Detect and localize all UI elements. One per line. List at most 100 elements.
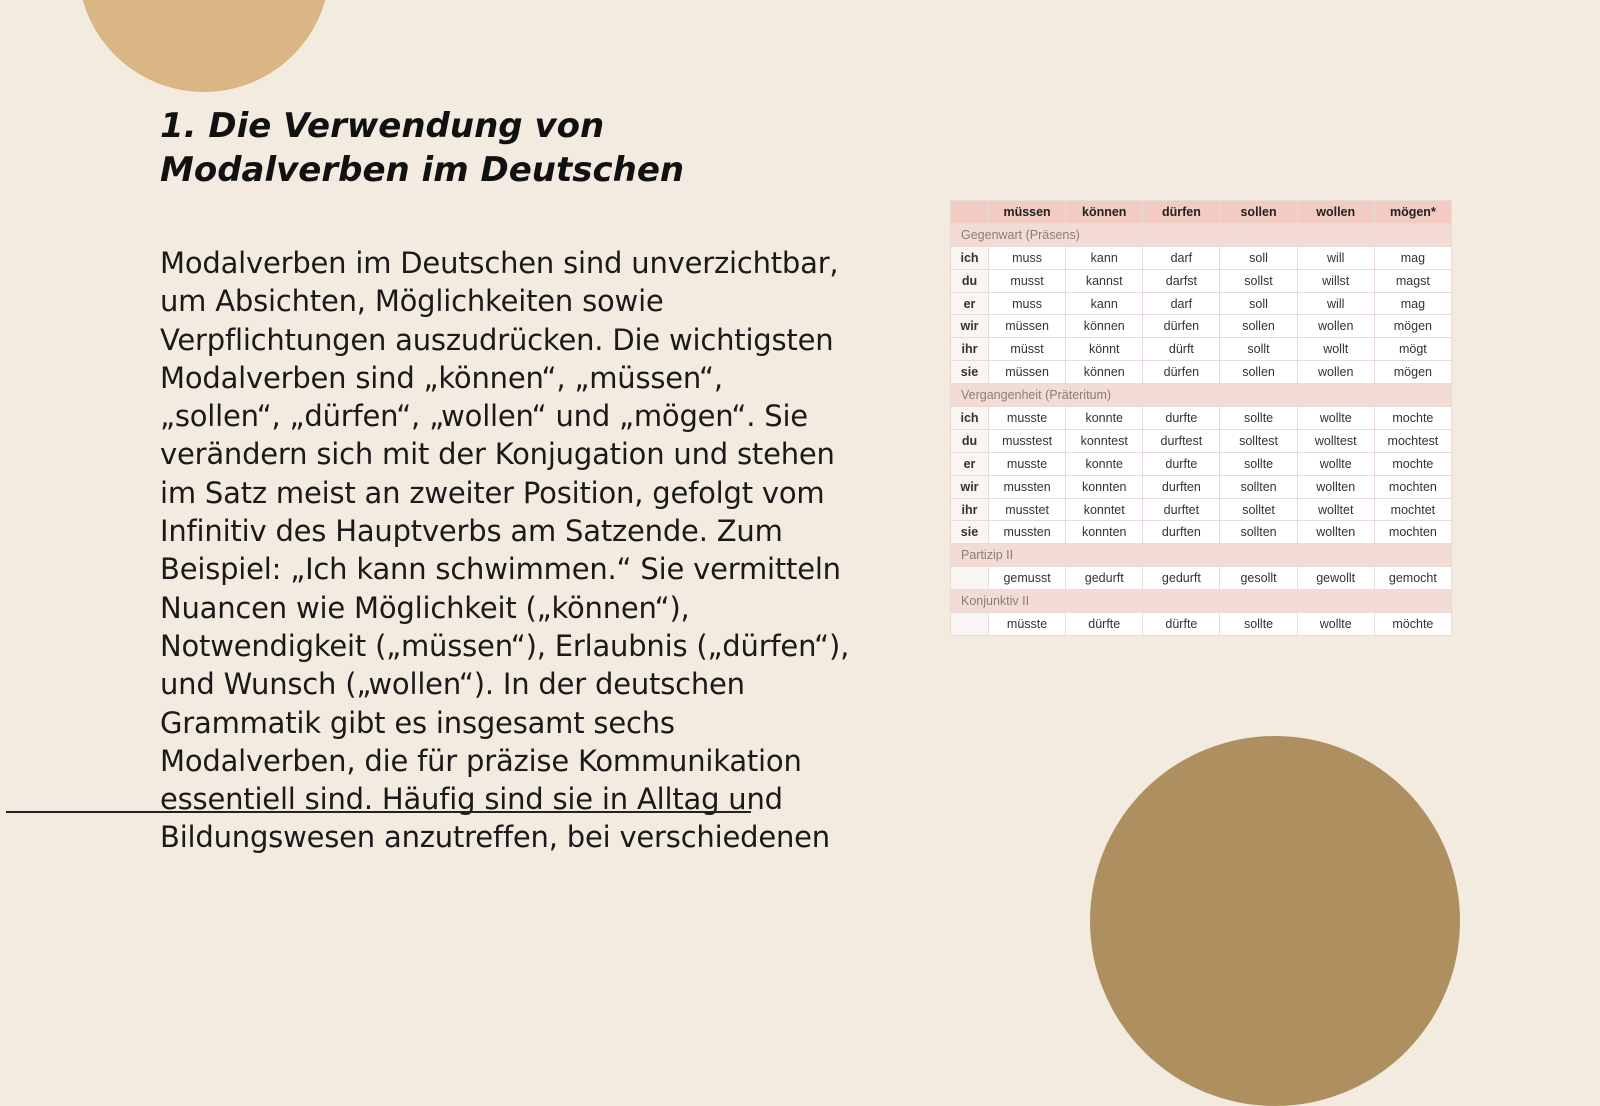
table-cell: gesollt bbox=[1219, 566, 1298, 591]
table-cell: können bbox=[1065, 360, 1144, 385]
table-cell: konntest bbox=[1065, 428, 1144, 453]
table-row: du musstest konntest durftest solltest wollte… bbox=[950, 428, 1453, 453]
table-pronoun-cell: ihr bbox=[950, 497, 989, 522]
table-cell: dürfte bbox=[1142, 612, 1221, 636]
table-pronoun-cell: ich bbox=[950, 245, 989, 270]
table-cell: mochte bbox=[1373, 451, 1453, 476]
table-header-cell bbox=[950, 200, 989, 224]
table-cell: musstet bbox=[987, 497, 1067, 522]
table-cell: wolltet bbox=[1296, 497, 1375, 522]
table-cell: müssen bbox=[987, 314, 1067, 339]
table-pronoun-cell bbox=[950, 566, 989, 591]
table-row: wir mussten konnten durften sollten wollten mo… bbox=[950, 474, 1453, 499]
table-row: du musst kannst darfst sollst willst magst bbox=[950, 268, 1453, 293]
table-cell: mochtet bbox=[1373, 497, 1453, 522]
table-cell: mochten bbox=[1373, 520, 1453, 545]
table-row: ihr musstet konntet durftet solltet wolltet mo… bbox=[950, 497, 1453, 522]
table-cell: möchte bbox=[1373, 612, 1453, 636]
table-cell: sollen bbox=[1219, 360, 1298, 385]
table-cell: wollen bbox=[1296, 314, 1375, 339]
table-cell: müssen bbox=[987, 360, 1067, 385]
table-cell: durften bbox=[1142, 520, 1221, 545]
table-pronoun-cell: wir bbox=[950, 314, 989, 339]
table-header-cell: müssen bbox=[987, 200, 1067, 224]
table-pronoun-cell: sie bbox=[950, 360, 989, 385]
table-pronoun-cell: du bbox=[950, 428, 989, 453]
table-cell: müsste bbox=[987, 612, 1067, 636]
table-cell: gemusst bbox=[987, 566, 1067, 591]
table-cell: muss bbox=[987, 291, 1067, 316]
table-cell: könnt bbox=[1065, 337, 1144, 362]
table-section-row: Partizip II bbox=[950, 543, 1452, 568]
table-header-cell: dürfen bbox=[1142, 200, 1221, 224]
table-cell: sollten bbox=[1219, 474, 1298, 499]
table-cell: mochtest bbox=[1373, 428, 1453, 453]
slide-body-text: Modalverben im Deutschen sind unverzicht… bbox=[160, 246, 850, 855]
table-cell: wollte bbox=[1296, 451, 1375, 476]
decorative-circle-top bbox=[78, 0, 330, 92]
table-cell: sollte bbox=[1219, 451, 1298, 476]
table-row: wir müssen können dürfen sollen wollen mögen bbox=[950, 314, 1453, 339]
table-row: sie mussten konnten durften sollten wollten mo… bbox=[950, 520, 1453, 545]
table-cell: sollt bbox=[1219, 337, 1298, 362]
decorative-circle-bottom bbox=[1090, 736, 1460, 1106]
table-cell: wollen bbox=[1296, 360, 1375, 385]
table-cell: konntet bbox=[1065, 497, 1144, 522]
table-cell: mögt bbox=[1373, 337, 1453, 362]
table-cell: musste bbox=[987, 406, 1067, 430]
table-cell: durfte bbox=[1142, 451, 1221, 476]
table-header-cell: sollen bbox=[1219, 200, 1298, 224]
table-cell: konnte bbox=[1065, 451, 1144, 476]
table-cell: durftet bbox=[1142, 497, 1221, 522]
table-row: ich muss kann darf soll will mag bbox=[950, 245, 1453, 270]
table-cell: sollte bbox=[1219, 612, 1298, 636]
table-cell: mag bbox=[1373, 291, 1453, 316]
table-row: ihr müsst könnt dürft sollt wollt mögt bbox=[950, 337, 1453, 362]
table-cell: will bbox=[1296, 291, 1375, 316]
table-cell: soll bbox=[1219, 245, 1298, 270]
table-cell: solltest bbox=[1219, 428, 1298, 453]
modal-verb-conjugation-table: müssen können dürfen sollen wollen mögen… bbox=[950, 200, 1453, 636]
table-cell: kannst bbox=[1065, 268, 1144, 293]
table-section-title: Gegenwart (Präsens) bbox=[950, 222, 1452, 247]
table-cell: kann bbox=[1065, 291, 1144, 316]
table-cell: konnten bbox=[1065, 520, 1144, 545]
table-cell: wolltest bbox=[1296, 428, 1375, 453]
table-cell: mag bbox=[1373, 245, 1453, 270]
table-row: ich musste konnte durfte sollte wollte mochte bbox=[950, 406, 1453, 430]
table-section-title: Konjunktiv II bbox=[950, 589, 1452, 614]
table-cell: mögen bbox=[1373, 360, 1453, 385]
table-header-cell: können bbox=[1065, 200, 1144, 224]
table-cell: durftest bbox=[1142, 428, 1221, 453]
table-cell: gedurft bbox=[1142, 566, 1221, 591]
table-cell: dürfte bbox=[1065, 612, 1144, 636]
table-cell: mochten bbox=[1373, 474, 1453, 499]
table-row: sie müssen können dürfen sollen wollen mögen bbox=[950, 360, 1453, 385]
table-cell: magst bbox=[1373, 268, 1453, 293]
table-cell: wollte bbox=[1296, 612, 1375, 636]
table-cell: darf bbox=[1142, 245, 1221, 270]
table-row: er musste konnte durfte sollte wollte mochte bbox=[950, 451, 1453, 476]
table-cell: mochte bbox=[1373, 406, 1453, 430]
table-cell: dürft bbox=[1142, 337, 1221, 362]
table-row: gemusst gedurft gedurft gesollt gewollt gemoc… bbox=[950, 566, 1453, 591]
table-pronoun-cell bbox=[950, 612, 989, 636]
divider-line bbox=[6, 811, 751, 813]
table-cell: musstest bbox=[987, 428, 1067, 453]
table-pronoun-cell: ich bbox=[950, 406, 989, 430]
table-header-row: müssen können dürfen sollen wollen mögen… bbox=[950, 200, 1453, 224]
table-cell: gemocht bbox=[1373, 566, 1453, 591]
table-row: er muss kann darf soll will mag bbox=[950, 291, 1453, 316]
table-cell: soll bbox=[1219, 291, 1298, 316]
table-cell: müsst bbox=[987, 337, 1067, 362]
table-cell: gedurft bbox=[1065, 566, 1144, 591]
table-cell: musst bbox=[987, 268, 1067, 293]
table-cell: sollst bbox=[1219, 268, 1298, 293]
table-section-row: Konjunktiv II bbox=[950, 589, 1452, 614]
table-cell: sollte bbox=[1219, 406, 1298, 430]
table-pronoun-cell: wir bbox=[950, 474, 989, 499]
table-section-title: Vergangenheit (Präteritum) bbox=[950, 383, 1452, 408]
table-section-row: Vergangenheit (Präteritum) bbox=[950, 383, 1452, 408]
table-cell: konnte bbox=[1065, 406, 1144, 430]
table-cell: mögen bbox=[1373, 314, 1453, 339]
